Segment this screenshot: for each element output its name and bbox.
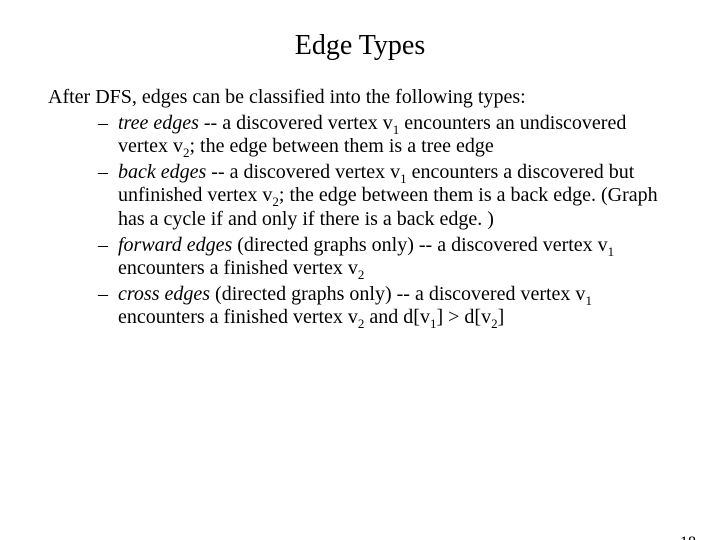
list-item: forward edges (directed graphs only) -- … [102, 234, 672, 281]
list-item: tree edges -- a discovered vertex v1 enc… [102, 112, 672, 159]
page-number: 18 [680, 534, 696, 540]
slide-body: After DFS, edges can be classified into … [0, 86, 720, 330]
term: cross edges [118, 283, 210, 305]
text: ] > d[v [436, 306, 491, 328]
subscript: 1 [585, 293, 592, 308]
list-item: back edges -- a discovered vertex v1 enc… [102, 161, 672, 232]
term: tree edges [118, 112, 199, 134]
text: ] [498, 306, 505, 328]
bullet-list: tree edges -- a discovered vertex v 1 enc… [48, 112, 672, 330]
lead-text: After DFS, edges can be classified into … [48, 86, 672, 110]
subscript: 1 [608, 244, 615, 259]
term: back edges [118, 161, 206, 183]
text: and d[v [364, 306, 430, 328]
slide-title: Edge Types [0, 30, 720, 62]
term: forward edges [118, 234, 232, 256]
slide: Edge Types After DFS, edges can be class… [0, 30, 720, 540]
text: ; the edge between them is a tree edge [189, 135, 493, 157]
list-item: cross edges (directed graphs only) -- a … [102, 283, 672, 330]
text: (directed graphs only) -- a discovered v… [232, 234, 607, 256]
text: encounters a finished vertex v [118, 306, 358, 328]
text: -- a discovered vertex v [199, 112, 393, 134]
subscript: 2 [358, 267, 365, 282]
text: encounters a finished vertex v [118, 257, 358, 279]
text: -- a discovered vertex v [206, 161, 400, 183]
text: (directed graphs only) -- a discovered v… [210, 283, 585, 305]
